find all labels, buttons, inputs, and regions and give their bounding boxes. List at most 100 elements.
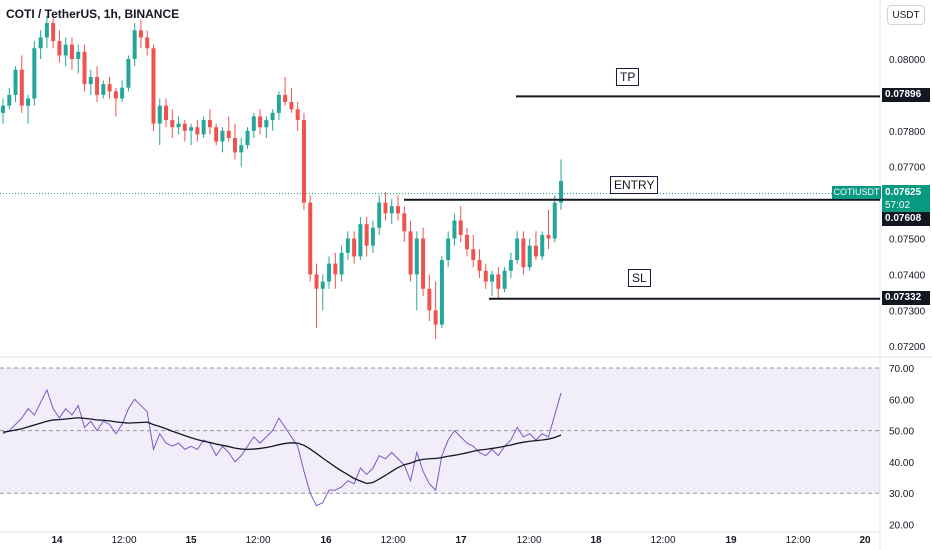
candle-body — [327, 263, 332, 282]
candle-body — [63, 44, 68, 56]
candle-body — [477, 260, 482, 271]
candle-body — [458, 220, 463, 235]
candle-body — [515, 238, 520, 261]
candle-body — [333, 263, 338, 275]
candle-body — [101, 84, 106, 95]
candle-body — [245, 130, 250, 146]
time-axis-tick: 15 — [185, 535, 197, 546]
price-axis-tick: 0.07200 — [889, 342, 926, 353]
price-axis-tick: 0.08000 — [889, 55, 926, 66]
candle-body — [69, 44, 74, 59]
rsi-line — [2, 388, 562, 507]
candle-body — [170, 120, 175, 128]
rsi-axis-tick: 20.00 — [889, 521, 914, 532]
candle-body — [433, 310, 438, 325]
candle-body — [120, 87, 125, 99]
sl-annotation[interactable]: SL — [628, 269, 651, 287]
candle-body — [559, 181, 564, 203]
candle-body — [508, 260, 513, 271]
candle-body — [295, 109, 300, 121]
candle-body — [377, 202, 382, 228]
candle-body — [207, 120, 212, 128]
candle-body — [320, 281, 325, 289]
candle-body — [552, 202, 557, 239]
candle-body — [7, 94, 12, 106]
time-axis-tick: 14 — [51, 535, 63, 546]
sl-price-tag: 0.07332 — [882, 291, 930, 305]
candle-body — [471, 249, 476, 261]
time-axis-tick: 12:00 — [650, 535, 675, 546]
candle-body — [308, 202, 313, 275]
symbol-title: COTI / TetherUS, 1h, BINANCE — [6, 7, 180, 21]
candle-body — [276, 94, 281, 113]
candle-body — [151, 48, 156, 124]
candle-body — [352, 238, 357, 257]
price-axis-tick: 0.07700 — [889, 163, 926, 174]
candle-body — [527, 245, 532, 268]
candle-body — [533, 245, 538, 257]
candle-body — [345, 238, 350, 253]
candle-body — [220, 130, 225, 142]
candle-body — [195, 127, 200, 135]
rsi-axis-tick: 70.00 — [889, 364, 914, 375]
candle-body — [339, 252, 344, 275]
time-axis-tick: 12:00 — [111, 535, 136, 546]
time-axis-tick: 12:00 — [245, 535, 270, 546]
time-axis-tick: 18 — [590, 535, 602, 546]
candle-body — [521, 238, 526, 268]
bar-countdown: 57:02 — [885, 200, 911, 211]
price-axis-tick: 0.07400 — [889, 270, 926, 281]
candle-body — [126, 59, 131, 88]
time-axis-tick: 12:00 — [785, 535, 810, 546]
candle-body — [452, 220, 457, 239]
current-price-value: 0.07625 — [885, 187, 922, 198]
candle-body — [490, 274, 495, 282]
candle-body — [389, 206, 394, 214]
candle-body — [414, 238, 419, 275]
candle-body — [383, 202, 388, 214]
rsi-axis-tick: 30.00 — [889, 489, 914, 500]
candle-body — [239, 145, 244, 153]
candle-body — [427, 288, 432, 311]
rsi-band — [0, 368, 880, 494]
candle-body — [446, 238, 451, 261]
candle-body — [214, 127, 219, 142]
time-axis-tick: 16 — [320, 535, 332, 546]
currency-button[interactable]: USDT — [887, 5, 925, 25]
candle-body — [82, 51, 87, 85]
candle-body — [176, 123, 181, 128]
price-axis-tick: 0.07300 — [889, 306, 926, 317]
candle-body — [546, 234, 551, 239]
time-axis-tick: 19 — [725, 535, 737, 546]
time-axis-tick: 12:00 — [516, 535, 541, 546]
candle-body — [51, 23, 56, 42]
rsi-ma-line — [2, 417, 562, 485]
candle-body — [502, 270, 507, 289]
candle-body — [289, 102, 294, 110]
candle-body — [396, 206, 401, 214]
candle-body — [232, 137, 237, 153]
candle-body — [464, 234, 469, 250]
candle-body — [164, 105, 169, 121]
candle-body — [19, 69, 24, 106]
candle-body — [113, 91, 118, 99]
rsi-axis-tick: 50.00 — [889, 427, 914, 438]
rsi-axis-tick: 40.00 — [889, 458, 914, 469]
candle-body — [201, 120, 206, 135]
candle-body — [26, 98, 31, 106]
candle-body — [251, 116, 256, 131]
current-symbol-tag: COTIUSDT — [832, 186, 881, 199]
candle-body — [370, 227, 375, 246]
candle-body — [189, 127, 194, 131]
candle-body — [57, 41, 62, 56]
candle-body — [540, 234, 545, 257]
time-axis-tick: 20 — [859, 535, 871, 546]
price-axis-tick: 0.07800 — [889, 127, 926, 138]
candle-body — [264, 120, 269, 128]
candle-body — [301, 120, 306, 203]
tp-annotation[interactable]: TP — [616, 68, 640, 86]
time-axis-tick: 12:00 — [380, 535, 405, 546]
candle-body — [439, 260, 444, 325]
entry-annotation[interactable]: ENTRY — [610, 176, 659, 194]
